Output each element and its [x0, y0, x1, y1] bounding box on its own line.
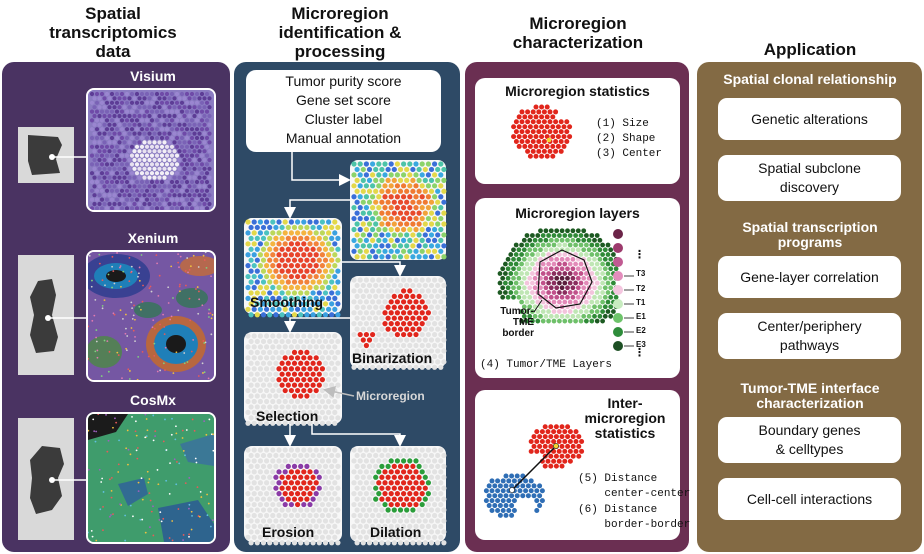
step-label-smoothing: Smoothing — [250, 294, 324, 310]
xenium-tissue-image — [86, 250, 216, 382]
app-item-genetic-alterations: Genetic alterations — [718, 98, 901, 140]
column-title-application: Application — [763, 40, 857, 59]
app-item-gene-layer-correlation: Gene-layer correlation — [718, 256, 901, 298]
visium-tissue-image — [86, 88, 216, 212]
stats-card — [475, 78, 680, 184]
layer-dots-bottom: ⋮ — [634, 347, 645, 359]
column-title-characterization: Microregion characterization — [512, 14, 644, 52]
layer-label-t1: T1 — [636, 298, 646, 307]
dilation-grid — [350, 446, 447, 546]
input-score-gene-set: Gene set score — [296, 92, 391, 108]
stat-center: (3) Center — [596, 148, 663, 160]
app-section-title-programs: Spatial transcription programs — [742, 219, 878, 250]
column-title-microregion: Microregion identification & processing — [278, 4, 402, 61]
step-label-selection: Selection — [256, 408, 319, 424]
stats-title: Microregion statistics — [505, 83, 650, 99]
step-label-dilation: Dilation — [370, 524, 422, 540]
step-label-binarization: Binarization — [352, 350, 433, 366]
layer-legend — [600, 226, 680, 352]
column-title-data: Spatial transcriptomics data — [49, 4, 177, 61]
input-score-tumor-purity: Tumor purity score — [285, 73, 402, 89]
tumor-tme-border-label: Tumor- TME border — [500, 306, 534, 339]
app-section-title-clonal: Spatial clonal relationship — [723, 71, 897, 87]
app-item-cell-cell-interactions: Cell-cell interactions — [718, 478, 901, 520]
inter-diagram — [476, 404, 586, 534]
app-item-boundary-genes: Boundary genes & celltypes — [718, 417, 901, 463]
layer-dots-top: ⋮ — [634, 249, 645, 261]
tissue-thumbnail-cosmx — [18, 418, 74, 540]
layer-label-e2: E2 — [636, 326, 646, 335]
layers-title: Microregion layers — [515, 205, 640, 221]
erosion-grid — [244, 446, 342, 546]
stat-shape: (2) Shape — [596, 133, 656, 145]
binarization-grid — [350, 276, 447, 370]
app-item-subclone-discovery: Spatial subclone discovery — [718, 155, 901, 201]
layer-label-e1: E1 — [636, 312, 646, 321]
platform-label-xenium: Xenium — [127, 230, 179, 246]
input-scores-box — [246, 70, 441, 152]
inter-title: Inter- microregion statistics — [584, 395, 666, 441]
layers-diagram — [480, 222, 620, 334]
input-score-manual-annotation: Manual annotation — [285, 130, 402, 146]
microregion-callout-label: Microregion — [356, 389, 425, 403]
stat-size: (1) Size — [596, 118, 649, 130]
panel-application — [697, 62, 922, 552]
cosmx-tissue-image — [86, 412, 216, 544]
platform-label-visium: Visium — [130, 68, 176, 84]
step-label-erosion: Erosion — [262, 524, 315, 540]
selection-grid — [244, 332, 342, 426]
smoothing-grid — [244, 218, 342, 318]
layer-label-t2: T2 — [636, 284, 646, 293]
input-score-cluster-label: Cluster label — [304, 111, 383, 127]
inter-stat-border-distance: (6) Distance border-border — [578, 504, 691, 531]
platform-label-cosmx: CosMx — [130, 392, 176, 408]
tissue-thumbnail-visium — [18, 127, 74, 183]
inter-stat-center-distance: (5) Distance center-center — [578, 473, 691, 500]
stats-blob — [505, 104, 575, 166]
app-section-title-interface: Tumor-TME interface characterization — [740, 380, 880, 411]
layer-label-t3: T3 — [636, 269, 646, 278]
layer-label-e3: E3 — [636, 340, 646, 349]
score-grid — [350, 160, 447, 260]
app-item-center-periphery: Center/periphery pathways — [718, 313, 901, 359]
layers-caption: (4) Tumor/TME Layers — [480, 359, 613, 371]
tissue-thumbnail-xenium — [18, 255, 74, 375]
